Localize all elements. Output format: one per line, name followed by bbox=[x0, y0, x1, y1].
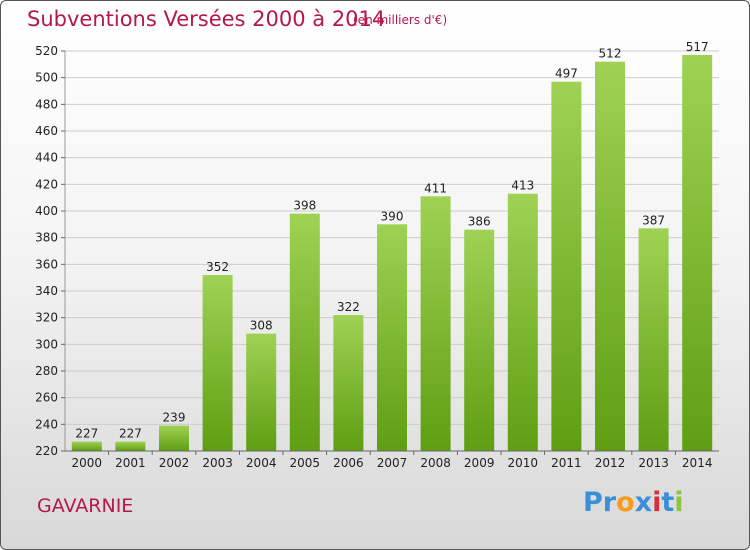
bar-2008[interactable] bbox=[420, 196, 451, 451]
x-tick-label: 2007 bbox=[377, 456, 408, 470]
x-tick-label: 2008 bbox=[420, 456, 451, 470]
y-tick-label: 240 bbox=[35, 417, 58, 431]
x-tick-label: 2005 bbox=[290, 456, 321, 470]
data-label-2007: 390 bbox=[381, 209, 404, 223]
logo-letter: P bbox=[583, 487, 603, 518]
bar-2002[interactable] bbox=[159, 425, 189, 451]
x-tick-label: 2003 bbox=[202, 456, 233, 470]
y-tick-label: 520 bbox=[35, 44, 58, 58]
data-label-2011: 497 bbox=[555, 67, 578, 81]
proxiti-logo[interactable]: Proxiti bbox=[583, 487, 684, 518]
y-tick-label: 380 bbox=[35, 231, 58, 245]
y-tick-label: 340 bbox=[35, 284, 58, 298]
y-tick-label: 320 bbox=[35, 311, 58, 325]
logo-letter: t bbox=[661, 487, 675, 518]
y-tick-label: 260 bbox=[35, 391, 58, 405]
data-label-2001: 227 bbox=[119, 427, 142, 441]
y-tick-label: 360 bbox=[35, 257, 58, 271]
x-tick-label: 2013 bbox=[638, 456, 669, 470]
bar-2003[interactable] bbox=[202, 275, 233, 451]
y-tick-label: 400 bbox=[35, 204, 58, 218]
x-tick-label: 2012 bbox=[595, 456, 626, 470]
logo-letter: x bbox=[634, 487, 653, 518]
x-tick-label: 2002 bbox=[159, 456, 190, 470]
data-label-2005: 398 bbox=[293, 199, 316, 213]
x-tick-label: 2001 bbox=[115, 456, 146, 470]
chart-subtitle: (en milliers d'€) bbox=[353, 13, 448, 27]
x-tick-label: 2010 bbox=[508, 456, 539, 470]
y-tick-label: 440 bbox=[35, 151, 58, 165]
bar-2006[interactable] bbox=[333, 315, 364, 451]
data-label-2004: 308 bbox=[250, 319, 273, 333]
data-label-2010: 413 bbox=[511, 179, 534, 193]
y-tick-label: 280 bbox=[35, 364, 58, 378]
x-tick-label: 2014 bbox=[682, 456, 713, 470]
y-tick-label: 300 bbox=[35, 337, 58, 351]
y-tick-label: 460 bbox=[35, 124, 58, 138]
bar-2013[interactable] bbox=[638, 228, 669, 451]
data-label-2006: 322 bbox=[337, 300, 360, 314]
data-label-2000: 227 bbox=[75, 427, 98, 441]
data-label-2008: 411 bbox=[424, 181, 447, 195]
x-tick-label: 2006 bbox=[333, 456, 364, 470]
bar-2007[interactable] bbox=[377, 224, 407, 451]
data-label-2009: 386 bbox=[468, 215, 491, 229]
x-axis: 2000 2001 2002 2003 2004 2005 2006 2007 2008 2009… bbox=[65, 450, 719, 470]
y-axis: 220 240 260 280 300 320 340 360 380 400 420 440 460 4… bbox=[35, 44, 66, 458]
data-label-2014: 517 bbox=[686, 40, 709, 54]
x-tick-label: 2009 bbox=[464, 456, 495, 470]
bar-2000[interactable] bbox=[71, 441, 102, 451]
y-tick-label: 480 bbox=[35, 97, 58, 111]
x-tick-label: 2000 bbox=[72, 456, 103, 470]
bar-2009[interactable] bbox=[464, 229, 495, 451]
chart-title: Subventions Versées 2000 à 2014 bbox=[27, 7, 386, 31]
logo-letter: o bbox=[616, 487, 635, 518]
bars: 227 227 239 352 308 398 322 390 411 386 413 497 512 3… bbox=[71, 40, 713, 452]
data-label-2002: 239 bbox=[163, 411, 186, 425]
bar-2004[interactable] bbox=[246, 333, 277, 451]
bar-2011[interactable] bbox=[551, 81, 582, 452]
y-tick-label: 500 bbox=[35, 71, 58, 85]
bar-2010[interactable] bbox=[507, 193, 538, 451]
logo-letter: r bbox=[602, 487, 617, 518]
data-label-2003: 352 bbox=[206, 260, 229, 274]
y-tick-label: 420 bbox=[35, 177, 58, 191]
x-tick-label: 2004 bbox=[246, 456, 277, 470]
bar-2001[interactable] bbox=[115, 441, 146, 451]
bar-2012[interactable] bbox=[595, 61, 625, 452]
bar-2014[interactable] bbox=[682, 55, 713, 451]
logo-letter: i bbox=[652, 487, 662, 518]
y-tick-label: 220 bbox=[35, 444, 58, 458]
x-tick-label: 2011 bbox=[551, 456, 582, 470]
bar-2005[interactable] bbox=[289, 213, 320, 451]
data-label-2013: 387 bbox=[642, 213, 665, 227]
data-label-2012: 512 bbox=[599, 47, 622, 61]
logo-letter: i bbox=[674, 487, 684, 518]
commune-name: GAVARNIE bbox=[37, 495, 134, 517]
